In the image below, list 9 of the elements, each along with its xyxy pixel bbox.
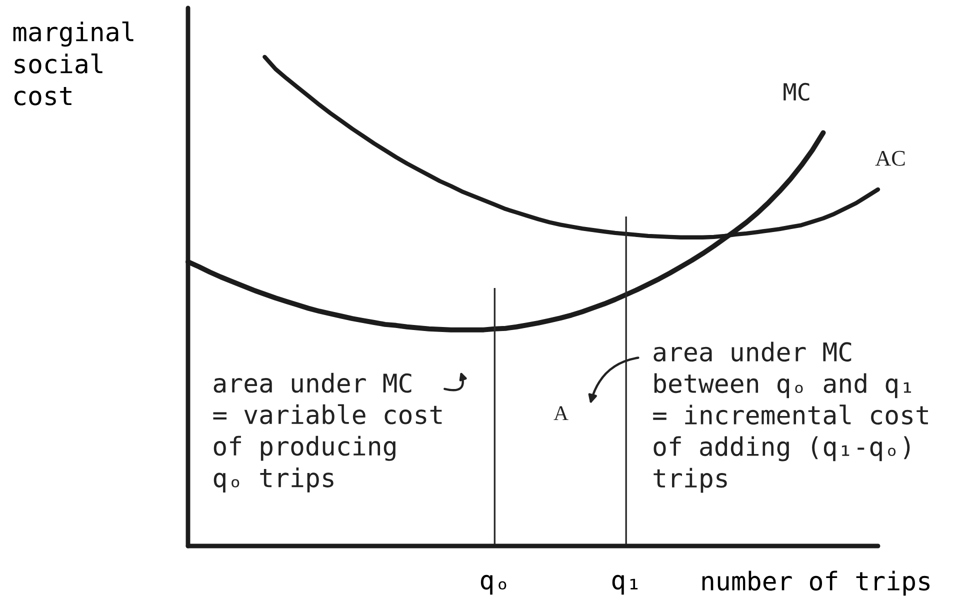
- x-axis-title: number of trips: [702, 570, 930, 596]
- x-tick-label: qₒ: [480, 574, 506, 595]
- annotation: area under MC between qₒ and q₁ = incremental cost of adding (q₁-qₒ) trips: [653, 342, 928, 493]
- series-label: MC: [784, 82, 810, 101]
- annotation: A: [554, 406, 568, 420]
- y-axis-title: marginal social cost: [13, 21, 134, 106]
- series-label: AC: [875, 150, 905, 166]
- x-tick-label: q₁: [612, 574, 638, 595]
- annotation: area under MC = variable cost of producing qₒ trips: [213, 372, 442, 492]
